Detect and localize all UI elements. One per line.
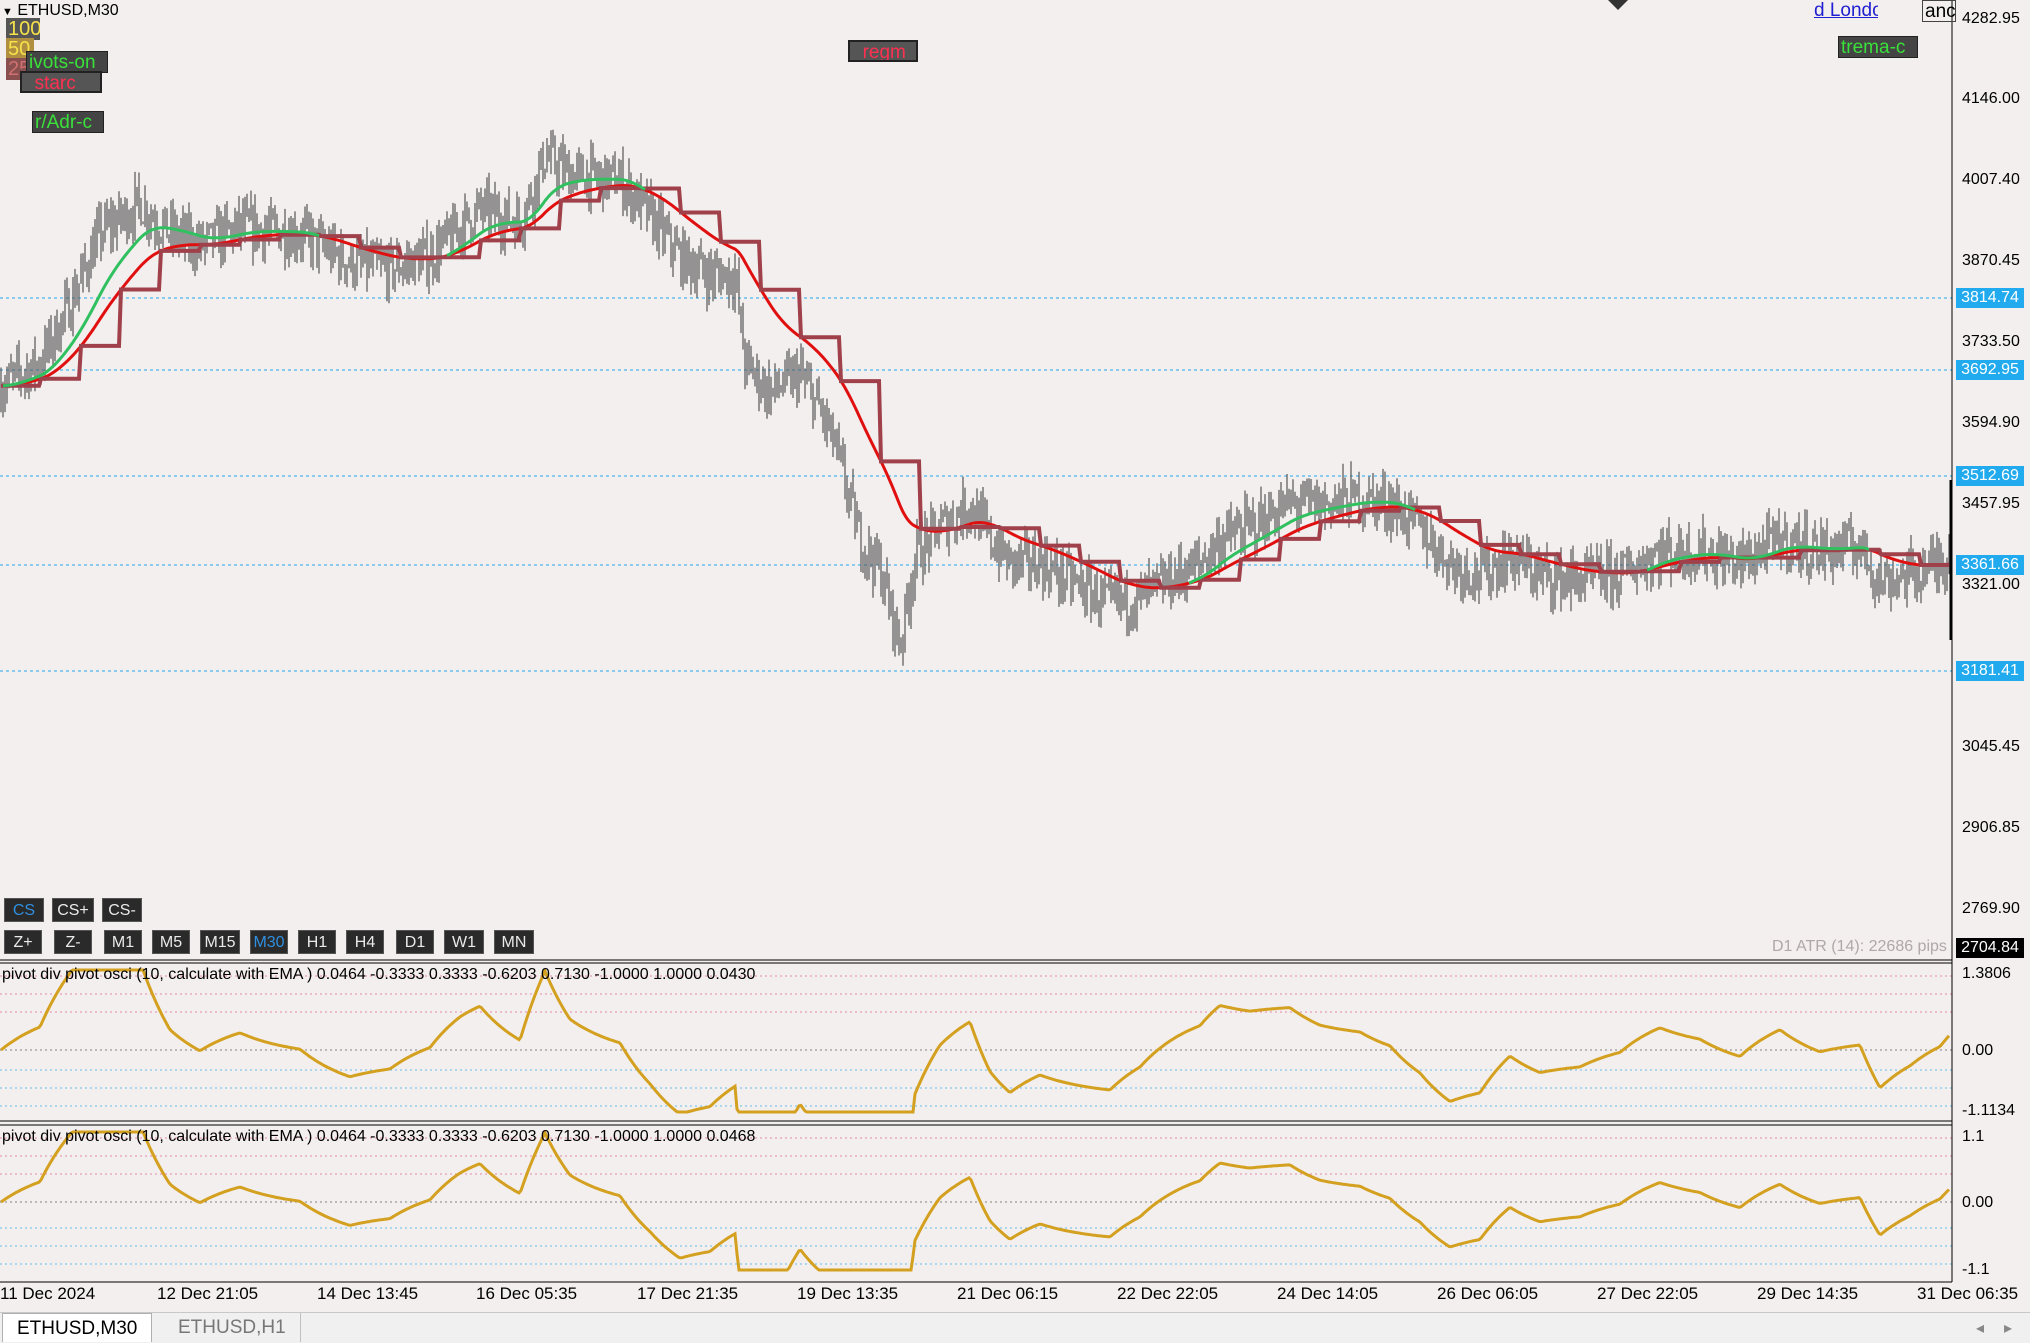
atr-text: D1 ATR (14): 22686 pips	[1772, 938, 1947, 955]
tf-h4-button[interactable]: H4	[346, 930, 384, 954]
london-label[interactable]: d Londo	[1814, 0, 1878, 21]
symbol-title: ETHUSD,M30	[17, 2, 119, 19]
osc1-scale-label: -1.1134	[1962, 1102, 2016, 1119]
price-label: 4282.95	[1962, 10, 2020, 27]
oscillator-line-2	[0, 1129, 1951, 1272]
tf-m1-button[interactable]: M1	[104, 930, 142, 954]
osc2-scale-label: -1.1	[1962, 1261, 1990, 1278]
price-label: 3321.00	[1962, 576, 2020, 593]
tf-m15-button[interactable]: M15	[200, 930, 240, 954]
level-tag: 3181.41	[1956, 661, 2024, 681]
time-label: 19 Dec 13:35	[797, 1284, 899, 1303]
price-label: 2906.85	[1962, 819, 2020, 836]
price-label: 4007.40	[1962, 171, 2020, 188]
label-100: 100	[6, 18, 40, 40]
time-label: 29 Dec 14:35	[1757, 1284, 1859, 1303]
tf-h1-button[interactable]: H1	[298, 930, 336, 954]
zoom-in-button[interactable]: Z+	[4, 930, 42, 954]
current-price-tag: 2704.84	[1956, 938, 2024, 958]
tf-d1-button[interactable]: D1	[396, 930, 434, 954]
osc1-scale-label: 0.00	[1962, 1042, 1994, 1059]
price-label: 3733.50	[1962, 333, 2020, 350]
dropdown-triangle-icon[interactable]: ▼	[2, 6, 13, 18]
time-label: 26 Dec 06:05	[1437, 1284, 1539, 1303]
time-label: 16 Dec 05:35	[476, 1284, 578, 1303]
price-label: 3457.95	[1962, 495, 2020, 512]
price-label: 3870.45	[1962, 252, 2020, 269]
time-label: 17 Dec 21:35	[637, 1284, 739, 1303]
time-label: 27 Dec 22:05	[1597, 1284, 1699, 1303]
price-label: 4146.00	[1962, 90, 2020, 107]
cs-button[interactable]: CS	[4, 898, 44, 922]
level-tag: 3361.66	[1956, 555, 2024, 575]
price-label: 3045.45	[1962, 738, 2020, 755]
trema-button[interactable]: trema-c	[1838, 36, 1918, 58]
tab-ethusd-m30[interactable]: ETHUSD,M30	[2, 1313, 153, 1342]
zoom-out-button[interactable]: Z-	[54, 930, 92, 954]
cs-minus-button[interactable]: CS-	[102, 898, 142, 922]
anc-label: anc	[1922, 0, 1956, 22]
level-tag: 3692.95	[1956, 360, 2024, 380]
time-label: 21 Dec 06:15	[957, 1284, 1059, 1303]
tf-mn-button[interactable]: MN	[494, 930, 534, 954]
time-label: 24 Dec 14:05	[1277, 1284, 1379, 1303]
chart-title: ▼ ETHUSD,M30	[2, 2, 119, 20]
level-tag: 3814.74	[1956, 288, 2024, 308]
osc1-scale-label: 1.3806	[1962, 965, 2011, 982]
price-bars	[0, 129, 1950, 666]
time-label: 11 Dec 2024	[0, 1284, 96, 1303]
tf-m30-button[interactable]: M30	[250, 930, 288, 954]
green-line	[2, 226, 320, 388]
oscillator-line-1	[0, 967, 1951, 1114]
regm-button[interactable]: _regm	[848, 40, 918, 62]
osc2-scale-label: 1.1	[1962, 1128, 1985, 1145]
time-label: 22 Dec 22:05	[1117, 1284, 1219, 1303]
top-triangle-icon	[1608, 0, 1628, 10]
pivots-on-button[interactable]: ivots-on	[26, 51, 108, 73]
tf-w1-button[interactable]: W1	[444, 930, 484, 954]
cs-plus-button[interactable]: CS+	[52, 898, 94, 922]
time-label: 14 Dec 13:45	[317, 1284, 419, 1303]
price-label: 3594.90	[1962, 414, 2020, 431]
price-label: 2769.90	[1962, 900, 2020, 917]
adr-button[interactable]: r/Adr-c	[32, 111, 104, 133]
oscillator-2-title: pivot div pivot osci (10, calculate with…	[2, 1128, 756, 1145]
green-line	[1188, 500, 1416, 585]
green-line	[446, 177, 646, 257]
starc-button[interactable]: _starc	[20, 71, 102, 93]
osc2-scale-label: 0.00	[1962, 1194, 1994, 1211]
green-line	[1646, 545, 1870, 572]
oscillator-1-title: pivot div pivot osci (10, calculate with…	[2, 966, 756, 983]
level-tag: 3512.69	[1956, 466, 2024, 486]
time-label: 31 Dec 06:35	[1917, 1284, 2019, 1303]
time-label: 12 Dec 21:05	[157, 1284, 259, 1303]
tab-ethusd-h1[interactable]: ETHUSD,H1	[164, 1313, 301, 1342]
scroll-left-icon[interactable]: ◂	[1976, 1320, 1985, 1337]
tab-bar	[0, 1312, 2030, 1343]
scroll-right-icon[interactable]: ▸	[2004, 1320, 2013, 1337]
step-line	[1, 186, 1949, 590]
tf-m5-button[interactable]: M5	[152, 930, 190, 954]
